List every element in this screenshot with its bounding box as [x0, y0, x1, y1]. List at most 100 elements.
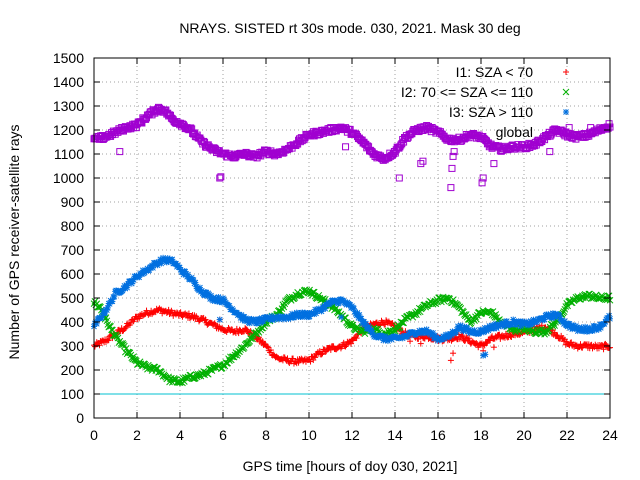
y-tick-label: 1300: [53, 98, 84, 114]
x-tick-label: 12: [344, 427, 360, 443]
x-tick-label: 22: [559, 427, 575, 443]
data-point: [587, 342, 594, 349]
y-tick-label: 1100: [54, 146, 84, 162]
data-point: [112, 331, 120, 338]
data-point-outlier: [395, 174, 403, 182]
data-points: [90, 103, 614, 387]
y-tick-label: 100: [61, 386, 85, 402]
data-point: [550, 319, 558, 327]
legend-marker: [562, 88, 570, 96]
data-point: [149, 264, 156, 271]
x-tick-label: 18: [473, 427, 489, 443]
data-point-outlier: [447, 184, 455, 192]
data-point: [502, 330, 509, 337]
x-axis-label: GPS time [hours of doy 030, 2021]: [243, 458, 458, 474]
data-point: [318, 351, 325, 358]
data-point: [466, 335, 473, 342]
data-point: [136, 358, 144, 366]
legend-label: I2: 70 <= SZA <= 110: [401, 84, 533, 100]
x-tick-label: 16: [430, 427, 446, 443]
x-tick-label: 14: [387, 427, 403, 443]
data-point: [192, 279, 199, 286]
y-tick-label: 0: [76, 410, 84, 426]
data-point: [604, 124, 612, 132]
series-3: [90, 103, 614, 192]
data-point: [162, 373, 170, 381]
data-point-outlier: [450, 350, 457, 357]
data-point: [310, 288, 318, 296]
x-tick-label: 8: [262, 427, 270, 443]
data-point: [348, 340, 355, 347]
data-point-outlier: [587, 124, 595, 132]
data-point: [113, 333, 121, 340]
data-point: [202, 316, 209, 323]
data-point: [600, 346, 607, 353]
y-tick-label: 1500: [53, 50, 84, 66]
data-point-outlier: [217, 173, 225, 181]
data-point-outlier: [546, 148, 554, 156]
grid-lines: [94, 58, 610, 418]
x-tick-label: 10: [301, 427, 317, 443]
data-point: [374, 325, 382, 333]
y-tick-label: 800: [61, 218, 85, 234]
data-point: [177, 309, 184, 316]
data-point: [259, 338, 266, 345]
x-tick-label: 20: [516, 427, 532, 443]
x-tick-label: 24: [602, 427, 618, 443]
data-point: [109, 326, 116, 334]
data-point-outlier: [447, 357, 454, 364]
series-0: [91, 305, 613, 367]
data-point-outlier: [448, 164, 456, 172]
data-point: [322, 348, 329, 355]
data-point: [233, 352, 241, 359]
data-point-outlier: [342, 143, 350, 151]
data-point: [96, 342, 103, 349]
data-point: [196, 318, 203, 325]
y-tick-label: 500: [61, 290, 85, 306]
legend-label: I1: SZA < 70: [456, 64, 534, 80]
series-2: [91, 254, 613, 359]
legend-marker: [563, 109, 569, 115]
data-point-outlier: [417, 160, 425, 168]
data-point-outlier: [116, 148, 124, 156]
data-point: [459, 333, 466, 340]
data-point: [483, 340, 490, 347]
y-tick-label: 700: [61, 242, 85, 258]
data-point: [327, 346, 334, 353]
data-point: [350, 305, 357, 312]
data-point: [267, 347, 274, 354]
data-point-outlier: [478, 179, 486, 187]
data-point: [243, 326, 250, 333]
data-point: [464, 316, 472, 323]
data-point: [504, 334, 511, 341]
x-tick-label: 4: [176, 427, 184, 443]
y-tick-label: 1000: [53, 170, 84, 186]
data-point: [312, 354, 319, 361]
legend: I1: SZA < 70 I2: 70 <= SZA <= 110 I3: SZA …: [401, 64, 570, 140]
y-tick-label: 200: [61, 362, 85, 378]
data-point: [233, 325, 240, 332]
data-point: [560, 308, 568, 315]
y-tick-label: 1400: [53, 74, 84, 90]
data-point-outlier: [449, 152, 457, 160]
axis-ticks: 0 2 4 6 8 10 12 14 16 18 20 22 240100200300400500600…: [53, 50, 618, 443]
data-point: [122, 325, 129, 332]
data-point: [463, 334, 470, 341]
data-point-outlier: [419, 157, 427, 165]
data-point-outlier: [450, 148, 458, 156]
legend-label: I3: SZA > 110: [449, 104, 533, 120]
data-point: [390, 327, 397, 335]
data-point: [384, 327, 392, 335]
x-tick-label: 6: [219, 427, 227, 443]
x-tick-label: 0: [90, 427, 98, 443]
data-point: [281, 300, 289, 308]
data-point: [309, 288, 317, 296]
data-point: [264, 343, 271, 350]
data-point: [122, 345, 130, 352]
data-point-outlier: [490, 344, 497, 351]
data-point: [265, 344, 272, 351]
legend-marker: [563, 69, 569, 75]
data-point: [319, 350, 326, 357]
data-point: [323, 348, 330, 355]
